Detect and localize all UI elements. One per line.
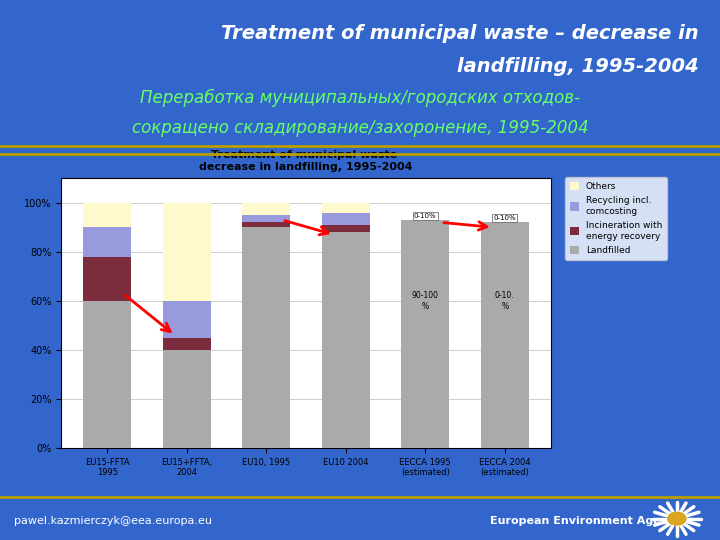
Text: landfilling, 1995-2004: landfilling, 1995-2004 bbox=[456, 57, 698, 76]
Text: 0-10%: 0-10% bbox=[414, 213, 436, 219]
Bar bbox=[243, 222, 290, 227]
Bar bbox=[401, 220, 449, 448]
Bar bbox=[243, 227, 290, 448]
Bar bbox=[84, 301, 131, 448]
Text: 0-10.
%: 0-10. % bbox=[495, 291, 515, 310]
Circle shape bbox=[667, 512, 686, 525]
Bar bbox=[163, 350, 211, 448]
Text: сокращено складирование/захоронение, 1995-2004: сокращено складирование/захоронение, 199… bbox=[132, 119, 588, 137]
Bar bbox=[84, 227, 131, 256]
Bar bbox=[322, 202, 369, 213]
Bar bbox=[163, 202, 211, 301]
Text: pawel.kazmierczyk@eea.europa.eu: pawel.kazmierczyk@eea.europa.eu bbox=[14, 516, 212, 525]
Text: Переработка муниципальных/городских отходов-: Переработка муниципальных/городских отхо… bbox=[140, 89, 580, 107]
Bar bbox=[243, 215, 290, 222]
Text: 0-10%: 0-10% bbox=[493, 215, 516, 221]
Text: European Environment Agency: European Environment Agency bbox=[490, 516, 682, 525]
Text: Treatment of municipal waste – decrease in: Treatment of municipal waste – decrease … bbox=[221, 24, 698, 43]
Bar bbox=[243, 202, 290, 215]
Bar bbox=[84, 202, 131, 227]
Bar bbox=[163, 338, 211, 350]
Bar bbox=[481, 222, 528, 448]
Bar bbox=[322, 213, 369, 225]
Text: 90-100
%: 90-100 % bbox=[412, 291, 438, 310]
Bar bbox=[84, 256, 131, 301]
Bar bbox=[322, 225, 369, 232]
Bar bbox=[163, 301, 211, 338]
Bar bbox=[322, 232, 369, 448]
Legend: Others, Recycling incl.
comcosting, Incineration with
energy recovery, Landfille: Others, Recycling incl. comcosting, Inci… bbox=[565, 177, 667, 260]
Title: Treatment of municipal waste-
decrease in landfilling, 1995-2004: Treatment of municipal waste- decrease i… bbox=[199, 150, 413, 172]
